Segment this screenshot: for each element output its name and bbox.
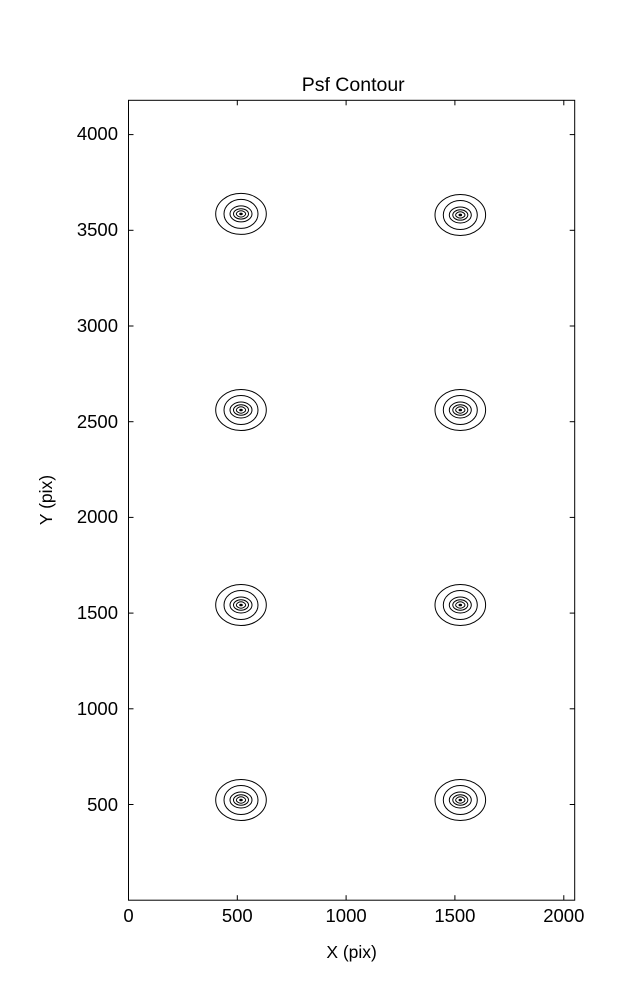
svg-text:500: 500 [87, 794, 118, 815]
svg-text:3000: 3000 [77, 315, 118, 336]
svg-text:1500: 1500 [434, 905, 475, 926]
svg-text:3500: 3500 [77, 219, 118, 240]
svg-text:X (pix): X (pix) [326, 942, 377, 962]
svg-text:1000: 1000 [326, 905, 367, 926]
svg-text:Psf Contour: Psf Contour [302, 74, 405, 96]
svg-text:2000: 2000 [543, 905, 584, 926]
svg-text:500: 500 [222, 905, 253, 926]
svg-text:0: 0 [123, 905, 133, 926]
svg-text:Y (pix): Y (pix) [36, 475, 56, 525]
svg-text:2500: 2500 [77, 411, 118, 432]
svg-text:1500: 1500 [77, 602, 118, 623]
svg-text:4000: 4000 [77, 123, 118, 144]
svg-text:2000: 2000 [77, 506, 118, 527]
svg-text:1000: 1000 [77, 698, 118, 719]
